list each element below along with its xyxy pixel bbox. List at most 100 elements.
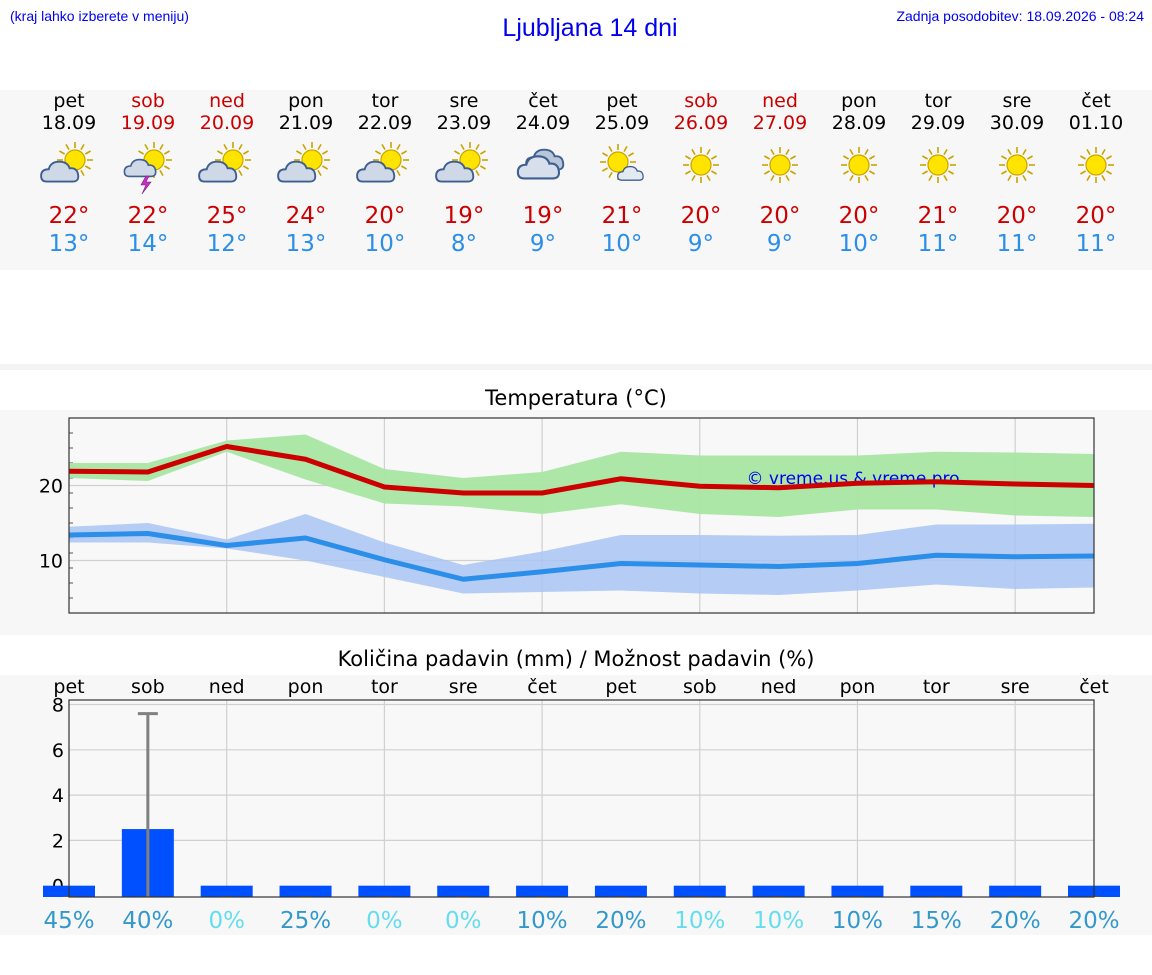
min-temperature: 10° [838, 231, 880, 257]
precipitation-x-tick-label: pon [840, 676, 876, 698]
day-name: pon [288, 90, 324, 112]
day-name: ned [762, 90, 798, 112]
min-temperature-point [305, 537, 307, 539]
min-temperature: 9° [766, 231, 794, 257]
day-name: sre [449, 90, 479, 112]
day-date: 23.09 [436, 112, 492, 134]
day-name: tor [924, 90, 952, 112]
min-temperature-point [541, 571, 543, 573]
precipitation-x-tick-label: sre [449, 676, 478, 698]
day-column: čet 01.10 20° 11° [1056, 90, 1136, 258]
max-temperature-point [1014, 483, 1016, 485]
min-temperature-line [68, 531, 1095, 582]
precipitation-x-tick-label: pon [288, 676, 324, 698]
max-temperature: 20° [759, 203, 801, 229]
sunny-icon [841, 147, 877, 183]
min-temperature-point [147, 533, 149, 534]
precipitation-probability-label: 45% [43, 908, 94, 934]
max-temperature-point [935, 481, 937, 483]
max-temperature-point [620, 478, 622, 480]
max-temperature-line [68, 444, 1095, 496]
precipitation-bar [989, 885, 1042, 897]
partly-cloudy-icon [435, 142, 488, 183]
precipitation-x-tick-label: ned [761, 676, 797, 698]
max-temperature: 20° [1075, 203, 1117, 229]
day-name: čet [1081, 90, 1111, 112]
location-hint-link[interactable]: (kraj lahko izberete v meniju) [10, 8, 189, 24]
max-temperature: 20° [364, 203, 406, 229]
temperature-plot-frame [68, 417, 1095, 614]
day-column: pet 25.09 21° 10° [582, 90, 662, 258]
day-date: 22.09 [357, 112, 413, 134]
precipitation-plot-frame [68, 699, 1095, 898]
forecast-strip [0, 90, 1152, 270]
precipitation-probability-label: 10% [832, 908, 883, 934]
partly-cloudy-icon [40, 142, 93, 183]
day-name: čet [528, 90, 558, 112]
day-date: 24.09 [515, 112, 571, 134]
max-temperature: 22° [127, 203, 169, 229]
precipitation-bar [831, 885, 884, 897]
precipitation-x-tick-label: čet [527, 676, 557, 698]
day-column: pon 21.09 24° 13° [266, 90, 346, 258]
precipitation-bar [437, 885, 490, 897]
day-date: 27.09 [752, 112, 808, 134]
day-column: tor 29.09 21° 11° [898, 90, 978, 258]
min-temperature: 9° [529, 231, 557, 257]
day-date: 26.09 [673, 112, 729, 134]
precipitation-y-tick-label: 2 [52, 830, 64, 852]
max-temperature-point [856, 482, 858, 484]
precipitation-probability-label: 20% [990, 908, 1041, 934]
sunny-icon [999, 147, 1035, 183]
sunny-icon [920, 147, 956, 183]
day-column: pet 18.09 22° 13° [29, 90, 109, 258]
max-temperature: 19° [522, 203, 564, 229]
day-column: čet 24.09 19° 9° [503, 90, 583, 258]
precipitation-probability-label: 0% [366, 908, 403, 934]
min-temperature-band [69, 514, 1094, 595]
max-temperature: 24° [285, 203, 327, 229]
day-name: sre [1002, 90, 1032, 112]
min-temperature: 8° [450, 231, 478, 257]
temperature-y-tick-label: 10 [39, 551, 63, 573]
precipitation-probability-label: 20% [595, 908, 646, 934]
day-date: 21.09 [278, 112, 334, 134]
day-name: pet [53, 90, 85, 112]
partly-cloudy-icon [356, 142, 409, 183]
min-temperature-point [1014, 556, 1016, 558]
max-temperature-point [305, 458, 307, 460]
max-temperature: 21° [601, 203, 643, 229]
precipitation-probability-label: 10% [674, 908, 725, 934]
precipitation-y-tick-label: 8 [52, 695, 64, 717]
day-column: ned 20.09 25° 12° [187, 90, 267, 258]
precipitation-bar [910, 885, 963, 897]
precipitation-x-tick-label: sre [1001, 676, 1030, 698]
min-temperature-point [620, 563, 622, 564]
thunderstorm-sun-icon [123, 142, 172, 195]
day-date: 19.09 [120, 112, 176, 134]
precipitation-probability-label: 0% [445, 908, 482, 934]
precipitation-probability-label: 0% [208, 908, 245, 934]
day-date: 01.10 [1068, 112, 1124, 134]
precipitation-bar [516, 885, 569, 897]
precipitation-probability-label: 10% [517, 908, 568, 934]
day-date: 25.09 [594, 112, 650, 134]
partly-cloudy-icon [277, 142, 330, 183]
day-column: sre 30.09 20° 11° [977, 90, 1057, 258]
sunny-icon [683, 147, 719, 183]
day-name: ned [209, 90, 245, 112]
max-temperature-point [778, 487, 780, 489]
day-name: tor [371, 90, 399, 112]
max-temperature-point [226, 446, 228, 447]
partly-cloudy-icon [198, 142, 251, 183]
precipitation-probability-label: 25% [280, 908, 331, 934]
sunny-icon [1078, 147, 1114, 183]
max-temperature-point [699, 485, 701, 487]
day-name: pon [841, 90, 877, 112]
precipitation-bar [279, 885, 332, 897]
precipitation-bar [752, 885, 805, 897]
precipitation-bar [200, 885, 253, 897]
precipitation-x-tick-label: čet [1079, 676, 1109, 698]
day-date: 18.09 [41, 112, 97, 134]
section-divider [0, 364, 1152, 370]
